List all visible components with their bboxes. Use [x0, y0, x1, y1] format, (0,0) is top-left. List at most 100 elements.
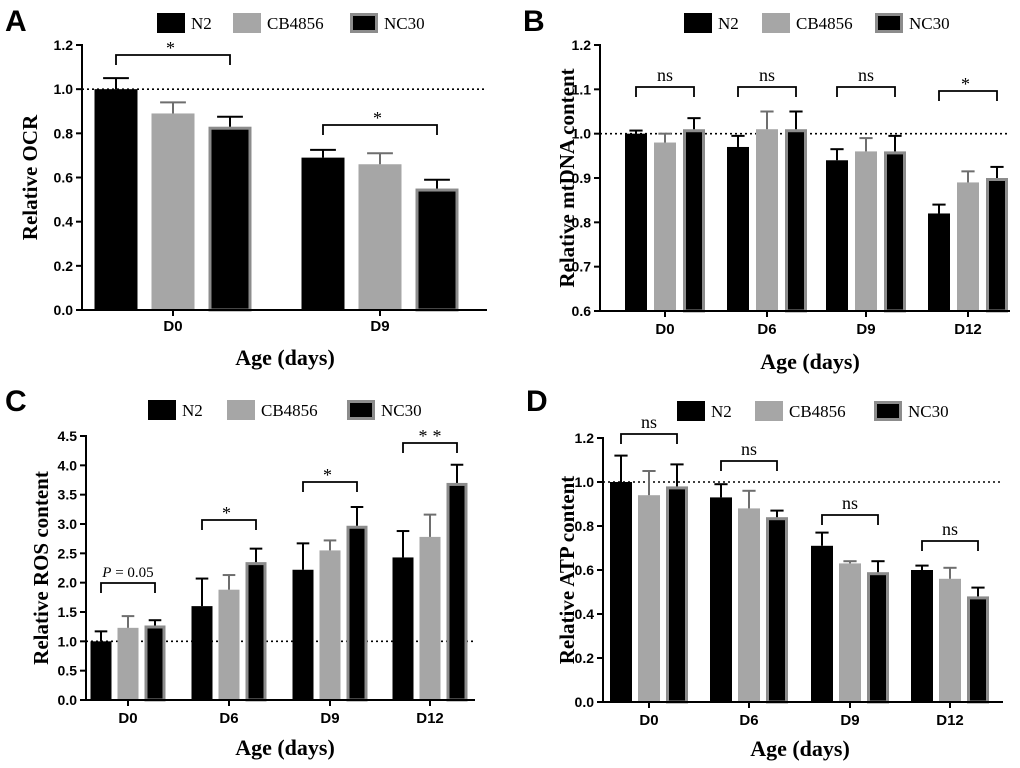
significance-label: *	[323, 465, 337, 485]
legend-item-cb4856: CB4856	[755, 401, 846, 421]
significance-label: *	[961, 74, 975, 94]
legend-label: N2	[718, 14, 739, 33]
legend-swatch	[347, 400, 375, 420]
error-bar-a-d9-n2	[310, 148, 336, 158]
panel-c: C N2 CB4856 NC30 0.0 0.5 1.0 1.5 2.0 2.5 3.0 3.5 4.0…	[5, 385, 475, 760]
bar-a-d0-n2	[94, 89, 138, 311]
error-bar-a-d0-nc30	[217, 115, 243, 127]
x-tick-label: D12	[954, 321, 982, 338]
bar-c-d9-nc30	[346, 525, 368, 702]
x-tick-label: D6	[219, 710, 238, 727]
legend: N2 CB4856 NC30	[148, 400, 422, 420]
error-bar-d-d12-n2	[915, 564, 929, 570]
significance-label: P = 0.05	[101, 565, 153, 581]
significance-bracket	[115, 54, 231, 65]
significance-label: ns	[842, 493, 858, 513]
y-tick-label: 0.0	[575, 694, 595, 710]
significance-label: *	[166, 38, 180, 58]
panel-d: D N2 CB4856 NC30 0.0 0.2 0.4 0.6 0.8 1.0 1.2 D0 D6 D9…	[526, 385, 1003, 761]
bar-a-d9-n2	[301, 157, 345, 310]
error-bar-c-d6-n2	[195, 577, 209, 607]
y-tick-label: 1.0	[58, 633, 78, 649]
y-tick-label: 2.5	[58, 545, 78, 561]
axes	[597, 437, 1003, 708]
legend-label: N2	[182, 401, 203, 420]
error-bar-d-d6-n2	[714, 483, 728, 498]
legend: N2 CB4856 NC30	[684, 13, 950, 33]
legend-item-cb4856: CB4856	[227, 400, 318, 420]
error-bar-d-d0-nc30	[670, 463, 684, 487]
y-tick-label: 0.8	[575, 518, 595, 534]
significance-a-d0: *	[115, 38, 231, 65]
axes	[594, 44, 1010, 317]
panel-letter: A	[5, 5, 27, 38]
bar-d-d6-nc30	[766, 517, 788, 704]
x-tick-label: D0	[655, 321, 674, 338]
error-bar-d-d12-cb4856	[943, 566, 957, 579]
x-tick-label: D9	[856, 321, 875, 338]
y-tick-label: 1.1	[572, 81, 592, 97]
error-bar-d-d6-cb4856	[742, 489, 756, 509]
bar-b-d12-cb4856	[957, 182, 979, 311]
legend-label: NC30	[384, 14, 425, 33]
x-axis-title: Age (days)	[235, 345, 335, 370]
legend-item-nc30: NC30	[875, 13, 950, 33]
bar-d-d6-n2	[710, 497, 732, 702]
y-tick-label: 1.0	[575, 474, 595, 490]
significance-label: *	[222, 503, 236, 523]
error-bar-b-d6-nc30	[789, 110, 803, 130]
legend-item-cb4856: CB4856	[762, 13, 853, 33]
bar-c-d0-nc30	[144, 625, 166, 702]
significance-d-d12: ns	[921, 519, 979, 551]
error-bar-c-d9-nc30	[350, 505, 364, 526]
x-axis-title: Age (days)	[750, 736, 850, 761]
legend-swatch	[148, 400, 176, 420]
y-tick-label: 0.0	[58, 692, 78, 708]
significance-bracket	[821, 514, 879, 525]
significance-c-d0: P = 0.05	[100, 565, 156, 593]
significance-bracket	[201, 519, 257, 530]
legend-item-cb4856: CB4856	[233, 13, 324, 33]
error-bar-d-d9-n2	[815, 531, 829, 546]
y-tick-label: 0.7	[572, 259, 592, 275]
legend-label: N2	[711, 402, 732, 421]
y-tick-label: 0.5	[58, 663, 78, 679]
error-bar-b-d0-nc30	[687, 117, 701, 130]
legend-item-n2: N2	[157, 13, 212, 33]
legend-swatch	[350, 13, 378, 33]
legend-label: CB4856	[789, 402, 846, 421]
significance-label: ns	[759, 65, 775, 85]
panel-b: B N2 CB4856 NC30 0.6 0.7 0.8 0.9 1.0 1.1 1.2 D0 D6 D9…	[523, 5, 1010, 374]
significance-bracket	[720, 460, 778, 471]
significance-bracket	[635, 86, 695, 97]
y-tick-label: 3.0	[58, 516, 78, 532]
bar-d-d6-cb4856	[738, 508, 760, 702]
significance-bracket	[836, 86, 896, 97]
bar-c-d6-n2	[191, 606, 213, 700]
legend-item-nc30: NC30	[347, 400, 422, 420]
error-bar-d-d9-cb4856	[843, 560, 857, 564]
significance-label: **	[419, 426, 447, 446]
bar-b-d6-cb4856	[756, 129, 778, 311]
bar-c-d9-cb4856	[319, 550, 341, 700]
y-tick-label: 0.0	[54, 302, 74, 318]
bar-d-d0-n2	[610, 482, 632, 702]
bar-c-d0-cb4856	[117, 627, 139, 700]
significance-c-d9: *	[302, 465, 358, 492]
y-tick-label: 0.9	[572, 170, 592, 186]
y-tick-label: 1.0	[54, 81, 74, 97]
error-bar-d-d12-nc30	[971, 586, 985, 597]
legend-swatch	[684, 13, 712, 33]
legend-swatch	[677, 401, 705, 421]
error-bar-d-d9-nc30	[871, 560, 885, 573]
bar-d-d9-nc30	[867, 572, 889, 704]
bar-b-d0-n2	[625, 133, 647, 311]
significance-d-d6: ns	[720, 439, 778, 471]
bar-c-d6-nc30	[245, 562, 267, 702]
error-bar-b-d6-n2	[731, 134, 745, 147]
x-axis-title: Age (days)	[235, 735, 335, 760]
x-tick-label: D0	[118, 710, 137, 727]
bar-a-d0-cb4856	[151, 113, 195, 310]
bar-c-d12-n2	[392, 557, 414, 700]
y-tick-label: 1.2	[572, 37, 592, 53]
